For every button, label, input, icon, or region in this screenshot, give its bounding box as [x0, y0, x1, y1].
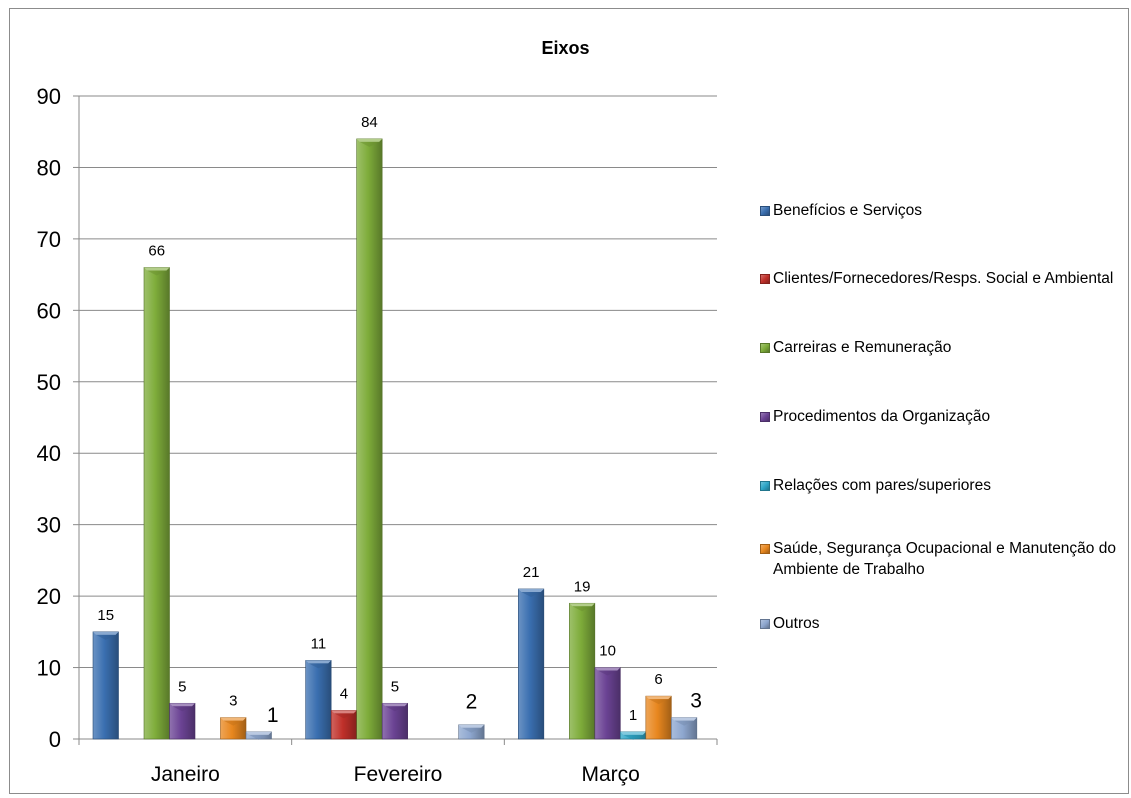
bar-cap — [671, 717, 697, 721]
bar-cap — [458, 724, 485, 728]
bar-cap — [518, 588, 544, 592]
legend-label: Relações com pares/superiores — [773, 477, 991, 494]
bar-cap — [305, 660, 332, 664]
bar — [569, 602, 596, 740]
bar-cap-notch — [172, 706, 192, 712]
data-label: 21 — [523, 564, 540, 581]
data-label: 66 — [148, 242, 165, 259]
bar-cap-notch — [223, 720, 243, 726]
bar-cap — [356, 138, 383, 142]
bar — [356, 138, 383, 740]
y-tick-label: 80 — [37, 155, 61, 180]
y-tick-label: 70 — [37, 227, 61, 252]
y-tick-label: 10 — [37, 656, 61, 681]
data-label: 84 — [361, 114, 378, 131]
bar-cap-notch — [249, 734, 269, 740]
legend-label: Procedimentos da Organização — [773, 408, 991, 425]
legend-label: Benefícios e Serviços — [773, 202, 923, 219]
y-tick-label: 90 — [37, 84, 61, 109]
x-tick-label: Janeiro — [151, 763, 220, 786]
y-tick-label: 20 — [37, 584, 61, 609]
bar-cap — [220, 717, 246, 721]
legend-item: Carreiras e Remuneração — [760, 337, 1130, 358]
bar-cap — [382, 703, 408, 707]
legend-swatch — [760, 544, 770, 554]
legend-swatch — [760, 206, 770, 216]
bar-cap — [169, 703, 195, 707]
data-label: 3 — [690, 690, 702, 713]
bar-cap — [569, 603, 595, 607]
gridlines — [79, 95, 717, 740]
legend-item: Procedimentos da Organização — [760, 406, 1130, 427]
data-label: 10 — [599, 643, 616, 660]
data-label: 15 — [97, 607, 114, 624]
data-label: 19 — [574, 578, 591, 595]
bar-cap-notch — [674, 720, 694, 726]
bar-cap — [93, 631, 119, 635]
bar-cap-notch — [648, 699, 669, 705]
legend-swatch — [760, 412, 770, 422]
bar-cap-notch — [359, 141, 380, 147]
data-label: 4 — [340, 685, 348, 702]
legend-swatch — [760, 274, 770, 284]
data-label: 1 — [267, 704, 279, 727]
y-tick-label: 50 — [37, 370, 61, 395]
bar-cap — [246, 731, 272, 735]
y-tick-label: 0 — [49, 727, 61, 752]
y-tick-label: 60 — [37, 298, 61, 323]
legend-item: Outros — [760, 613, 1130, 634]
legend-label: Saúde, Segurança Ocupacional e Manutençã… — [773, 540, 1116, 578]
data-label: 1 — [629, 707, 637, 724]
y-tick-label: 40 — [37, 441, 61, 466]
x-tick-label: Março — [581, 763, 639, 786]
legend-label: Clientes/Fornecedores/Resps. Social e Am… — [773, 270, 1114, 287]
legend-item: Relações com pares/superiores — [760, 475, 1130, 496]
chart-frame — [9, 8, 1129, 794]
legend-item: Benefícios e Serviços — [760, 200, 1130, 221]
y-tick-label: 30 — [37, 513, 61, 538]
data-label: 2 — [466, 691, 478, 714]
bar — [518, 588, 545, 740]
bar-cap — [620, 731, 646, 735]
bar — [594, 667, 621, 740]
bar — [143, 267, 170, 740]
bar-cap-notch — [521, 591, 541, 597]
bar-cap-notch — [572, 606, 592, 612]
bar-cap — [594, 667, 621, 671]
bar-cap — [645, 696, 672, 700]
bar-cap-notch — [623, 734, 643, 740]
legend-swatch — [760, 619, 770, 629]
bar — [92, 631, 119, 740]
data-label: 11 — [311, 635, 327, 652]
bar-cap — [144, 267, 170, 271]
data-label: 5 — [178, 678, 186, 695]
bar-cap-notch — [147, 270, 167, 276]
data-label: 3 — [229, 693, 237, 710]
data-labels: 15 11 21 4 66 84 19 5 5 10 1 3 6 1 2 3 — [97, 114, 702, 727]
data-label: 6 — [654, 671, 662, 688]
bar — [305, 660, 332, 740]
legend-item: Saúde, Segurança Ocupacional e Manutençã… — [760, 538, 1130, 580]
bar-cap-notch — [385, 706, 405, 712]
bar-cap-notch — [308, 663, 329, 669]
bar-cap-notch — [96, 634, 116, 640]
bar-cap — [331, 710, 357, 714]
legend-swatch — [760, 343, 770, 353]
data-label: 5 — [391, 678, 399, 695]
legend-label: Outros — [773, 615, 820, 632]
legend-label: Carreiras e Remuneração — [773, 339, 952, 356]
bar-cap-notch — [334, 713, 354, 719]
x-tick-label: Fevereiro — [354, 763, 443, 786]
legend-swatch — [760, 481, 770, 491]
bars — [92, 138, 698, 740]
bar-cap-notch — [597, 670, 618, 676]
bar-cap-notch — [461, 727, 482, 733]
chart-title: Eixos — [541, 38, 590, 58]
legend-item: Clientes/Fornecedores/Resps. Social e Am… — [760, 268, 1130, 289]
